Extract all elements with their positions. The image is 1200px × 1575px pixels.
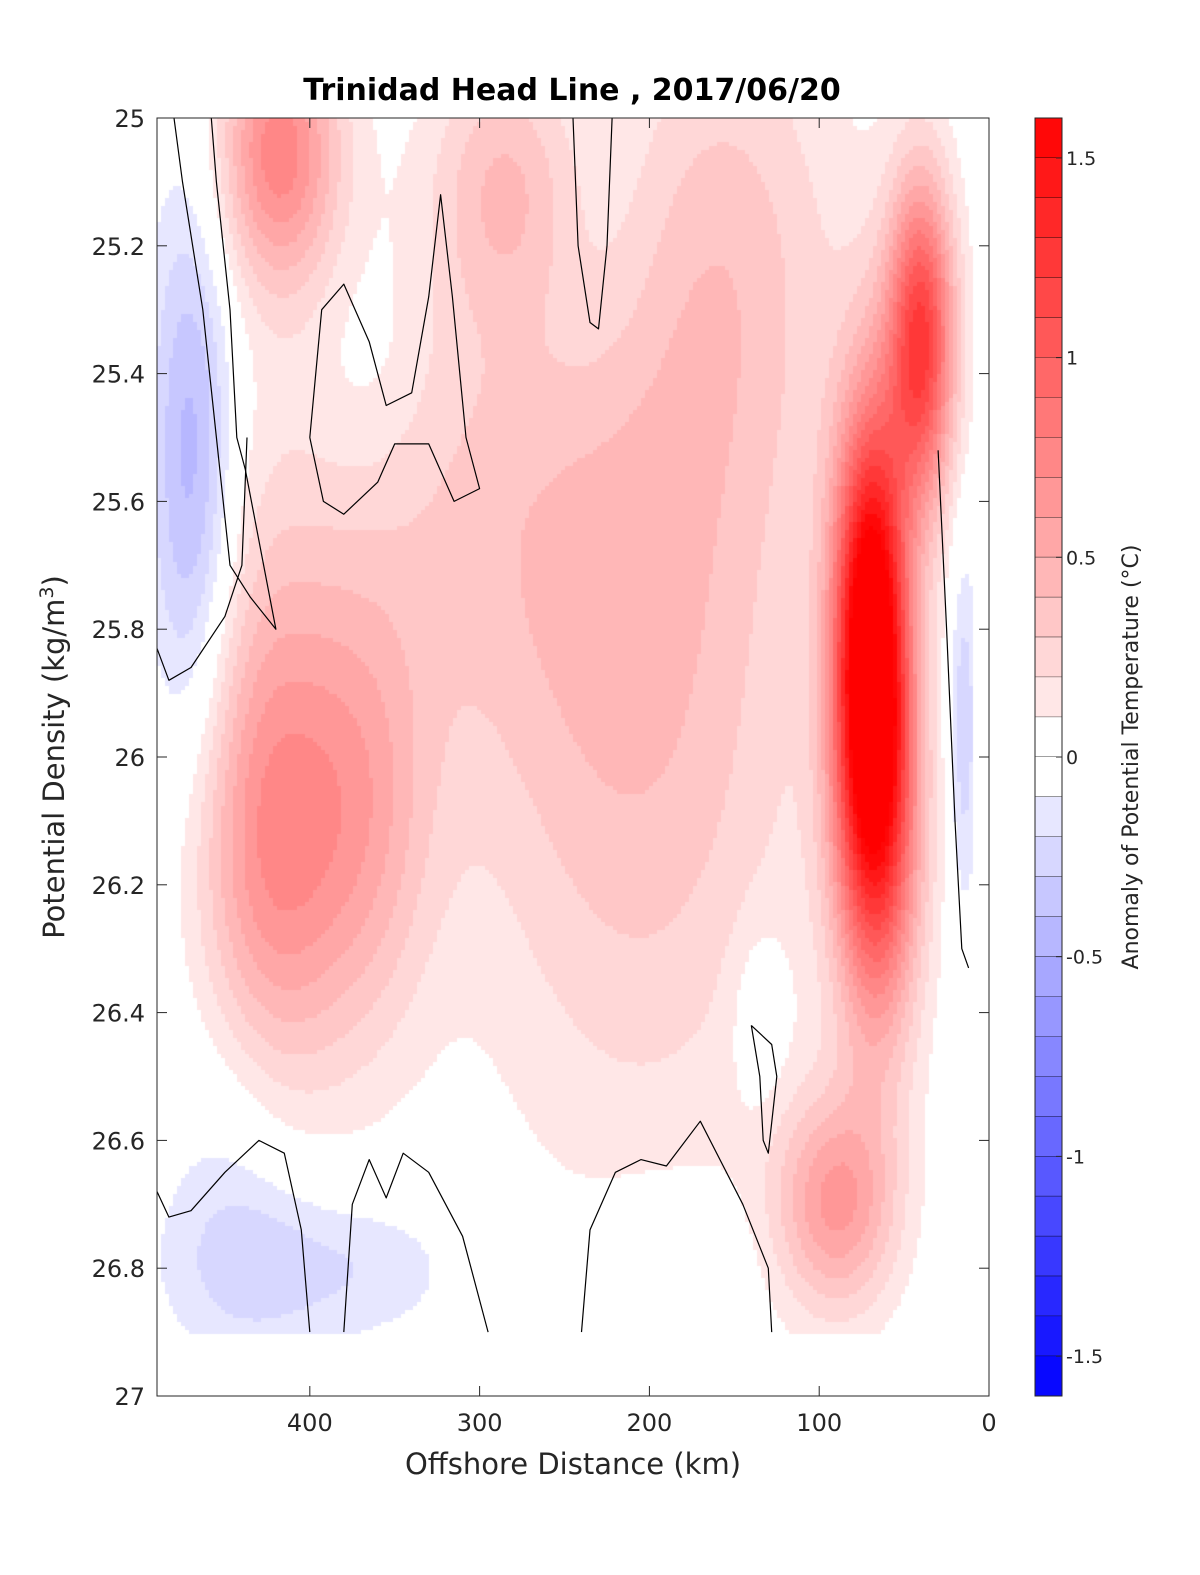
colorbar-ticks: 1.5 1 0.5 0 -0.5 -1 -1.5 bbox=[1056, 148, 1103, 1368]
y-axis-label-exponent: 3 bbox=[36, 586, 58, 598]
colorbar-band bbox=[1035, 956, 1062, 998]
colorbar-band bbox=[1035, 557, 1062, 598]
colorbar-band bbox=[1035, 357, 1062, 398]
colorbar-label: Anomaly of Potential Temperature (°C) bbox=[1119, 545, 1144, 970]
colorbar-band bbox=[1035, 1276, 1062, 1317]
zero-contour-line bbox=[343, 1152, 489, 1333]
zero-contour-line bbox=[937, 450, 970, 969]
colorbar-band bbox=[1035, 437, 1062, 478]
zero-contour-line bbox=[572, 117, 613, 330]
y-tick-label: 25.8 bbox=[92, 616, 145, 644]
y-axis-label-main: Potential Density (kg/m bbox=[37, 599, 71, 939]
zero-contour-line bbox=[173, 117, 277, 630]
y-tick-label: 25.4 bbox=[92, 361, 145, 389]
x-tick-label: 200 bbox=[627, 1409, 673, 1437]
colorbar-band bbox=[1035, 197, 1062, 239]
zero-contour-line bbox=[156, 1139, 311, 1333]
colorbar-band bbox=[1035, 157, 1062, 199]
colorbar-tick-label: 1 bbox=[1066, 348, 1078, 370]
plot-area: 400 300 200 100 0 25 25.2 25.4 25.6 25.8 26 26.2 26… bbox=[92, 105, 997, 1437]
colorbar-band bbox=[1035, 118, 1062, 159]
x-axis: 400 300 200 100 0 bbox=[287, 118, 997, 1437]
colorbar-band bbox=[1035, 677, 1062, 718]
y-tick-label: 25.6 bbox=[92, 488, 145, 516]
colorbar-bands bbox=[1035, 118, 1062, 1397]
y-tick-label: 26.6 bbox=[92, 1127, 145, 1155]
colorbar-band bbox=[1035, 876, 1062, 918]
colorbar-band bbox=[1035, 317, 1062, 359]
y-axis-label-close: ) bbox=[37, 575, 71, 586]
x-axis-label: Offshore Distance (km) bbox=[405, 1447, 741, 1481]
zero-contours bbox=[156, 117, 970, 1333]
colorbar-band bbox=[1035, 1076, 1062, 1117]
y-tick-label: 26.8 bbox=[92, 1255, 145, 1283]
colorbar-band bbox=[1035, 397, 1062, 438]
x-tick-label: 400 bbox=[287, 1409, 333, 1437]
zero-contour-line bbox=[309, 194, 481, 515]
colorbar-band bbox=[1035, 1316, 1062, 1357]
colorbar-band bbox=[1035, 237, 1062, 279]
colorbar-band bbox=[1035, 1156, 1062, 1197]
colorbar-band bbox=[1035, 836, 1062, 878]
colorbar-tick-label: -1.5 bbox=[1066, 1346, 1103, 1368]
anomaly-field bbox=[157, 118, 989, 1396]
y-axis-label: Potential Density (kg/m3) bbox=[36, 575, 71, 939]
colorbar-band bbox=[1035, 277, 1062, 319]
y-tick-label: 25.2 bbox=[92, 233, 145, 261]
colorbar-tick-label: -1 bbox=[1066, 1146, 1085, 1168]
colorbar-band bbox=[1035, 597, 1062, 638]
zero-contour-line bbox=[750, 1024, 778, 1154]
y-tick-label: 26 bbox=[114, 744, 145, 772]
y-tick-label: 26.2 bbox=[92, 872, 145, 900]
colorbar-band bbox=[1035, 637, 1062, 678]
colorbar-band bbox=[1035, 1116, 1062, 1157]
x-tick-label: 0 bbox=[981, 1409, 996, 1437]
y-axis: 25 25.2 25.4 25.6 25.8 26 26.2 26.4 26.6 26.8 27 bbox=[92, 105, 989, 1411]
zero-contour-line bbox=[580, 1120, 773, 1333]
colorbar-tick-label: -0.5 bbox=[1066, 947, 1103, 969]
y-tick-label: 27 bbox=[114, 1383, 145, 1411]
y-tick-label: 25 bbox=[114, 105, 145, 133]
colorbar-tick-label: 1.5 bbox=[1066, 148, 1096, 170]
colorbar: 1.5 1 0.5 0 -0.5 -1 -1.5 bbox=[1034, 117, 1103, 1397]
zero-contour-line bbox=[156, 437, 248, 681]
x-tick-label: 300 bbox=[457, 1409, 503, 1437]
colorbar-band bbox=[1035, 996, 1062, 1037]
colorbar-tick-label: 0 bbox=[1066, 747, 1078, 769]
colorbar-band bbox=[1035, 916, 1062, 958]
chart-title: Trinidad Head Line , 2017/06/20 bbox=[303, 73, 840, 108]
colorbar-band bbox=[1035, 1196, 1062, 1237]
colorbar-band bbox=[1035, 796, 1062, 838]
x-tick-label: 100 bbox=[796, 1409, 842, 1437]
colorbar-band bbox=[1035, 717, 1062, 758]
colorbar-band bbox=[1035, 517, 1062, 558]
y-tick-label: 26.4 bbox=[92, 1000, 145, 1028]
colorbar-band bbox=[1035, 757, 1062, 798]
colorbar-band bbox=[1035, 477, 1062, 518]
colorbar-band bbox=[1035, 1236, 1062, 1277]
colorbar-band bbox=[1035, 1036, 1062, 1077]
colorbar-band bbox=[1035, 1356, 1062, 1397]
colorbar-tick-label: 0.5 bbox=[1066, 547, 1096, 569]
